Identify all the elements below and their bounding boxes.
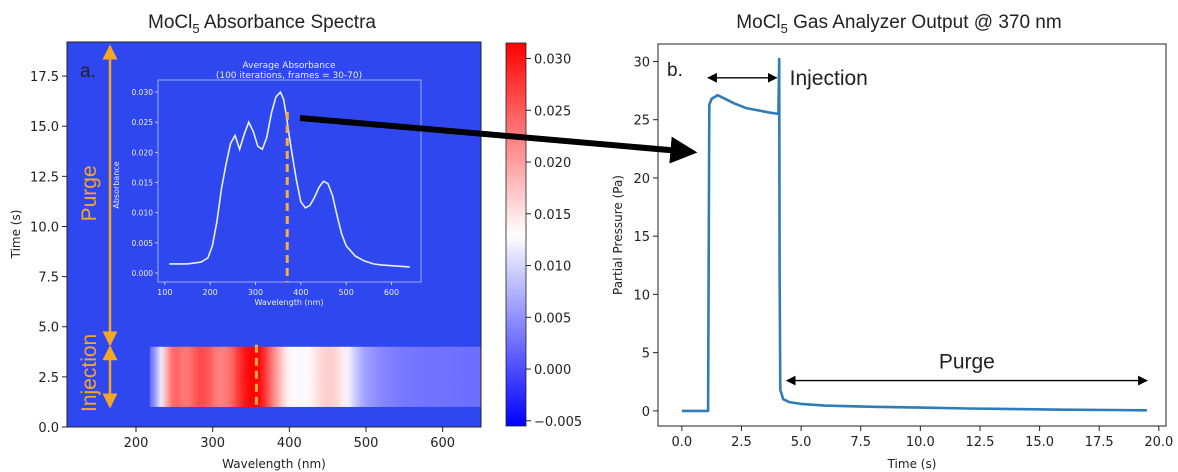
y-tick-label: 5 (642, 347, 650, 362)
inset-y-tick-label: 0.010 (132, 209, 154, 218)
purge-band-label: Purge (78, 165, 101, 221)
x-tick-label: 15.0 (1025, 435, 1054, 450)
y-tick-label: 12.5 (30, 170, 59, 185)
y-tick-label: 17.5 (30, 70, 59, 85)
colorbar-tick-label: 0.015 (534, 208, 571, 223)
y-tick-label: 10.0 (30, 220, 59, 235)
inset-y-tick-label: 0.000 (132, 269, 154, 278)
x-tick-label: 200 (124, 436, 149, 451)
purge-annotation: Purge (939, 351, 995, 374)
inset-y-label: Absorbance (112, 161, 121, 208)
y-tick-label: 10 (633, 288, 650, 303)
inset-ticks: 100 200 300 400 500 600 0.000 0.005 0.010 0.015 0.… (132, 88, 400, 297)
panel-a-label: a. (80, 61, 96, 82)
line-plot-frame (657, 43, 1167, 427)
inset-x-label: Wavelength (nm) (254, 298, 323, 307)
y-tick-label: 0.0 (38, 421, 59, 436)
x-tick-label: 17.5 (1085, 435, 1114, 450)
heatmap-frame (66, 41, 482, 428)
heatmap-ticks: 200 300 400 500 600 0.0 2.5 5.0 7.5 10.0 12.5 15.0 1… (30, 70, 455, 451)
partial-pressure-series (681, 57, 1147, 413)
x-tick-label: 12.5 (965, 435, 994, 450)
inset-y-tick-label: 0.015 (132, 179, 154, 188)
colorbar-tick-label: 0.025 (534, 104, 571, 119)
colorbar-tick-label: 0.020 (534, 156, 571, 171)
colorbar-ticks: −0.005 0.000 0.005 0.010 0.015 0.020 0.025 0.03… (526, 53, 582, 430)
inset-y-tick-label: 0.020 (132, 148, 154, 157)
inset-x-tick-label: 400 (293, 288, 308, 297)
panel-a-title: MoCl5 Absorbance Spectra (148, 12, 376, 36)
colorbar-tick-label: −0.005 (534, 415, 582, 430)
inset-x-tick-label: 600 (384, 288, 399, 297)
inset-y-tick-label: 0.005 (132, 239, 154, 248)
y-tick-label: 30 (633, 55, 650, 70)
panel-b-label: b. (667, 60, 683, 81)
inset-title: Average Absorbance (242, 61, 335, 71)
x-tick-label: 5.0 (791, 435, 812, 450)
inset-x-tick-label: 300 (248, 288, 263, 297)
colorbar-tick-label: 0.005 (534, 311, 571, 326)
x-tick-label: 400 (277, 436, 302, 451)
colorbar (505, 42, 527, 427)
x-tick-label: 600 (430, 436, 455, 451)
y-tick-label: 0 (642, 405, 650, 420)
x-tick-label: 20.0 (1144, 435, 1173, 450)
colorbar-tick-label: 0.030 (534, 53, 571, 68)
connecting-arrow (299, 115, 698, 164)
y-tick-label: 20 (633, 172, 650, 187)
x-tick-label: 10.0 (906, 435, 935, 450)
x-tick-label: 7.5 (850, 435, 871, 450)
y-tick-label: 15 (633, 230, 650, 245)
line-plot-x-label: Time (s) (887, 457, 937, 471)
y-tick-label: 15.0 (30, 120, 59, 135)
line-plot-y-label: Partial Pressure (Pa) (611, 175, 625, 295)
line-plot-ticks: 0.0 2.5 5.0 7.5 10.0 12.5 15.0 17.5 20.0 0 5 10 15 20… (633, 55, 1173, 450)
panel-b-title: MoCl5 Gas Analyzer Output @ 370 nm (736, 12, 1061, 36)
injection-band-label: Injection (78, 334, 101, 412)
x-tick-label: 500 (354, 436, 379, 451)
colorbar-tick-label: 0.010 (534, 260, 571, 275)
inset-x-tick-label: 500 (339, 288, 354, 297)
inset-chart: Average Absorbance (100 iterations, fram… (112, 61, 422, 307)
heatmap-y-label: Time (s) (9, 210, 23, 260)
x-tick-label: 2.5 (731, 435, 752, 450)
y-tick-label: 25 (633, 114, 650, 129)
y-tick-label: 7.5 (38, 271, 59, 286)
inset-x-tick-label: 100 (157, 288, 172, 297)
inset-y-tick-label: 0.030 (132, 88, 154, 97)
injection-band (149, 346, 482, 407)
x-tick-label: 300 (200, 436, 225, 451)
colorbar-tick-label: 0.000 (534, 363, 571, 378)
inset-y-tick-label: 0.025 (132, 118, 154, 127)
y-tick-label: 5.0 (38, 321, 59, 336)
heatmap-x-label: Wavelength (nm) (222, 457, 326, 471)
x-tick-label: 0.0 (672, 435, 693, 450)
y-tick-label: 2.5 (38, 371, 59, 386)
injection-annotation: Injection (790, 67, 868, 90)
inset-subtitle: (100 iterations, frames = 30-70) (216, 71, 362, 81)
inset-frame (157, 79, 422, 283)
inset-x-tick-label: 200 (203, 288, 218, 297)
